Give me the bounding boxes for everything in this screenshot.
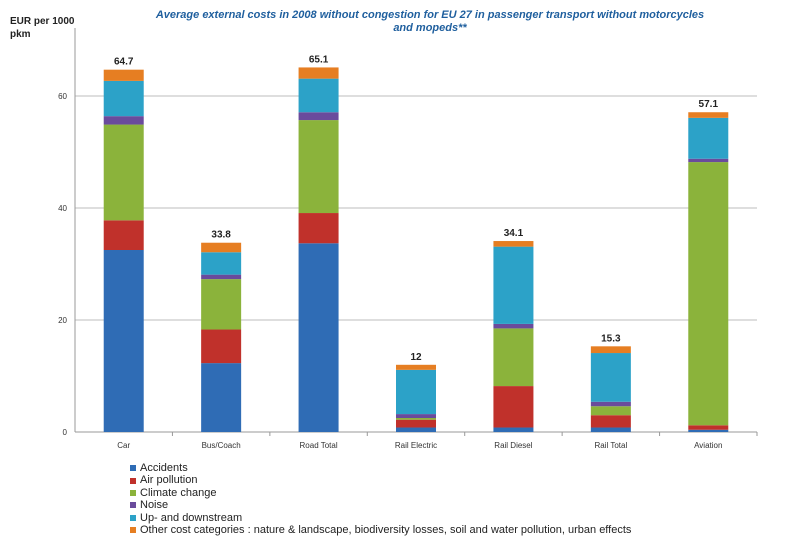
bar-segment-rail-total-2 <box>590 406 631 416</box>
legend-swatch <box>130 477 136 484</box>
bar-segment-bus-coach-1 <box>201 329 242 364</box>
legend-label: Up- and downstream <box>140 511 243 524</box>
bar-segment-rail-diesel-2 <box>493 328 534 387</box>
legend-item: Climate change <box>130 487 631 499</box>
bar-segment-rail-electric-5 <box>396 364 436 370</box>
bar-total-label: 57.1 <box>699 99 719 110</box>
y-tick-label: 20 <box>58 316 67 325</box>
y-axis-label-line1: EUR per 1000 <box>10 16 75 27</box>
bar-segment-rail-electric-2 <box>396 418 436 420</box>
bar-segment-car-0 <box>103 250 144 432</box>
bar-segment-rail-total-1 <box>590 415 631 428</box>
bar-segment-car-4 <box>103 80 144 117</box>
bar-segment-bus-coach-0 <box>201 363 242 432</box>
legend-swatch <box>130 502 136 509</box>
bar-segment-rail-diesel-1 <box>493 386 534 428</box>
bar-segment-rail-electric-3 <box>396 414 436 418</box>
bar-segment-rail-total-3 <box>590 401 631 407</box>
y-tick-label: 0 <box>63 428 68 437</box>
bar-segment-rail-diesel-3 <box>493 323 534 329</box>
legend-swatch <box>130 465 136 472</box>
legend-swatch <box>130 490 136 497</box>
bar-segment-rail-total-5 <box>590 346 631 354</box>
x-category-label: Aviation <box>694 441 722 450</box>
bar-total-label: 64.7 <box>114 57 134 68</box>
bar-segment-aviation-3 <box>688 158 729 163</box>
bar-segment-car-3 <box>103 116 144 125</box>
bar-segment-aviation-5 <box>688 112 729 118</box>
bar-segment-bus-coach-5 <box>201 242 242 253</box>
bar-segment-rail-diesel-0 <box>493 427 534 432</box>
legend-item: Other cost categories : nature & landsca… <box>130 524 631 536</box>
bar-segment-rail-electric-4 <box>396 369 436 415</box>
bar-total-label: 33.8 <box>211 230 231 241</box>
chart-title-line2: and mopeds** <box>393 22 467 34</box>
legend-label: Accidents <box>140 462 188 474</box>
legend-label: Other cost categories : nature & landsca… <box>140 524 632 537</box>
legend-label: Noise <box>140 499 169 512</box>
x-category-label: Rail Total <box>594 441 627 450</box>
legend-item: Accidents <box>130 462 631 474</box>
legend-swatch <box>130 514 136 521</box>
bar-segment-bus-coach-4 <box>201 252 242 275</box>
bar-total-label: 15.3 <box>601 333 621 344</box>
x-category-label: Car <box>117 441 130 450</box>
x-category-label: Bus/Coach <box>202 441 241 450</box>
bar-segment-rail-electric-0 <box>396 427 436 432</box>
bar-segment-road-total-3 <box>298 112 339 121</box>
bar-segment-road-total-5 <box>298 67 339 79</box>
x-category-label: Rail Electric <box>395 441 437 450</box>
y-tick-label: 60 <box>58 92 67 101</box>
legend-label: Air pollution <box>140 474 198 487</box>
bar-total-label: 12 <box>410 352 422 363</box>
legend-item: Up- and downstream <box>130 512 631 524</box>
bar-total-label: 34.1 <box>504 228 524 239</box>
bar-segment-rail-diesel-4 <box>493 246 534 324</box>
bar-segment-aviation-0 <box>688 429 729 432</box>
bar-segment-road-total-2 <box>298 120 339 214</box>
bar-segment-rail-electric-1 <box>396 419 436 428</box>
bar-segment-car-2 <box>103 124 144 221</box>
bar-segment-road-total-0 <box>298 243 339 432</box>
bar-segment-bus-coach-2 <box>201 279 242 330</box>
bar-segment-aviation-4 <box>688 117 729 159</box>
x-category-label: Rail Diesel <box>494 441 532 450</box>
bar-segment-road-total-1 <box>298 213 339 244</box>
legend-item: Air pollution <box>130 474 631 486</box>
bar-segment-rail-diesel-5 <box>493 241 534 247</box>
bar-segment-car-5 <box>103 69 144 81</box>
chart-title: Average external costs in 2008 without c… <box>120 9 740 35</box>
bar-total-label: 65.1 <box>309 54 329 65</box>
bar-segment-car-1 <box>103 220 144 250</box>
legend-swatch <box>130 527 136 534</box>
y-tick-label: 40 <box>58 204 67 213</box>
chart-title-line1: Average external costs in 2008 without c… <box>155 9 705 21</box>
x-category-label: Road Total <box>300 441 338 450</box>
legend-item: Noise <box>130 499 631 511</box>
bar-segment-aviation-1 <box>688 425 729 430</box>
chart-legend: Accidents Air pollution Climate change Nois… <box>130 462 631 536</box>
bar-segment-road-total-4 <box>298 78 339 113</box>
legend-label: Climate change <box>140 486 217 499</box>
y-axis-label: EUR per 1000 pkm <box>10 15 90 41</box>
y-axis-label-line2: pkm <box>10 29 31 40</box>
bar-segment-rail-total-0 <box>590 427 631 432</box>
bar-segment-bus-coach-3 <box>201 274 242 280</box>
bar-segment-rail-total-4 <box>590 353 631 402</box>
bar-segment-aviation-2 <box>688 162 729 426</box>
